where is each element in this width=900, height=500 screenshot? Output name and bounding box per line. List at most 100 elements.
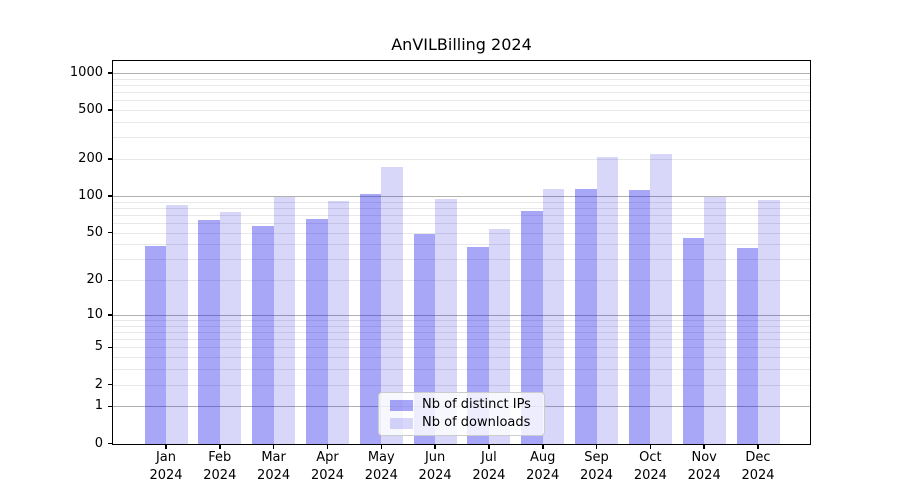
x-tick-label: Mar 2024 [244,449,304,484]
x-tick [165,445,167,449]
gridline-minor [113,110,810,112]
bar-distinct-ips-apr [306,218,328,444]
x-tick-label: Aug 2024 [513,449,573,484]
bar-downloads-apr [327,201,349,444]
bar-distinct-ips-jun [413,233,436,444]
x-tick-label-year: 2024 [633,467,667,483]
bar-downloads-dec [758,199,780,444]
gridline-minor [113,244,810,246]
x-tick-label-year: 2024 [364,467,398,483]
bar-downloads-sep [596,157,618,444]
y-tick-label: 50 [86,224,103,240]
x-tick-label: Sep 2024 [567,449,627,484]
y-axis: 0 1 2 5 10 20 50 100 200 500 1000 [0,0,113,500]
x-tick-label-month: Apr [316,450,339,465]
legend-item-downloads: Nb of downloads [390,416,544,430]
legend-label: Nb of distinct IPs [422,397,531,412]
x-tick-label-year: 2024 [472,467,506,483]
y-tick [108,442,113,445]
gridline-minor [113,280,810,282]
x-tick-label-year: 2024 [203,467,237,483]
x-tick-label-year: 2024 [741,467,775,483]
x-tick-label-year: 2024 [579,467,614,483]
x-tick-label-year: 2024 [418,467,452,483]
legend-item-distinct-ips: Nb of distinct IPs [390,398,544,412]
y-tick-label: 20 [86,272,103,288]
x-tick [703,445,705,449]
x-tick-label: Oct 2024 [620,449,680,484]
bar-distinct-ips-dec [736,248,758,444]
y-tick-label: 5 [94,339,103,355]
gridline-minor [113,347,810,349]
x-tick-label: Jan 2024 [136,449,196,484]
gridline-minor [113,100,810,102]
gridline-major [113,72,810,74]
gridline-minor [113,122,810,123]
y-tick [108,279,113,281]
y-tick [108,346,113,349]
bar-distinct-ips-feb [198,219,220,444]
y-tick-label: 100 [78,188,103,203]
x-tick [542,445,544,449]
x-tick [380,445,382,449]
x-tick-label-month: Nov [691,450,717,465]
y-tick [108,383,113,386]
gridline-minor [113,92,810,94]
x-tick [272,445,275,449]
x-tick-label-year: 2024 [526,467,560,483]
x-tick-label: Apr 2024 [298,449,358,484]
x-tick-label: Jun 2024 [405,449,465,484]
x-tick-label-month: Feb [208,450,232,465]
y-tick [108,231,113,234]
x-tick-label: Jul 2024 [459,449,519,484]
y-tick [108,158,113,160]
gridline-minor [113,84,810,86]
y-tick [108,195,113,197]
plot-area [113,61,810,444]
x-tick-label-month: Jun [424,450,446,465]
gridline-major [113,314,810,316]
x-tick [326,445,329,449]
gridline-minor [113,259,810,261]
x-axis: Jan 2024 Feb 2024 Mar 2024 Apr 2024 May 2024 Jun 20… [113,445,810,500]
bar-distinct-ips-mar [252,225,274,444]
y-tick-label: 10 [86,306,103,322]
gridline-minor [113,159,810,161]
y-tick-label: 1 [94,398,103,414]
gridline-minor [113,214,810,216]
x-tick-label-month: Aug [529,450,556,465]
bar-downloads-nov [704,197,726,444]
bar-downloads-may [381,166,403,444]
y-tick [108,405,113,408]
chart-title: AnVILBilling 2024 [391,35,532,54]
x-tick-label-year: 2024 [149,467,183,483]
x-tick-label-month: May [367,450,395,465]
bar-distinct-ips-jan [144,245,166,444]
y-tick [108,109,113,111]
gridline-minor [113,78,810,80]
x-tick-label-month: Mar [261,450,286,465]
gridline-minor [113,320,810,321]
x-tick-label-month: Jan [155,450,177,465]
gridline-minor [113,325,810,327]
gridline-minor [113,357,810,359]
gridline-minor [113,332,810,333]
x-tick-label-month: Dec [745,450,771,465]
x-tick-label: Dec 2024 [728,449,788,484]
x-tick-label: May 2024 [351,449,411,484]
y-tick [108,314,113,316]
x-tick [757,445,759,449]
gridline-minor [113,137,810,139]
bar-downloads-feb [219,211,242,444]
bar-downloads-jan [166,204,188,444]
x-tick [434,445,436,449]
y-tick-label: 1000 [69,64,103,80]
x-tick [488,445,490,449]
y-tick-label: 200 [78,151,103,167]
bar-distinct-ips-may [359,194,382,444]
x-tick-label-year: 2024 [310,467,345,483]
x-tick-label-year: 2024 [687,467,721,483]
bar-distinct-ips-sep [575,188,597,444]
gridline-minor [113,384,810,386]
